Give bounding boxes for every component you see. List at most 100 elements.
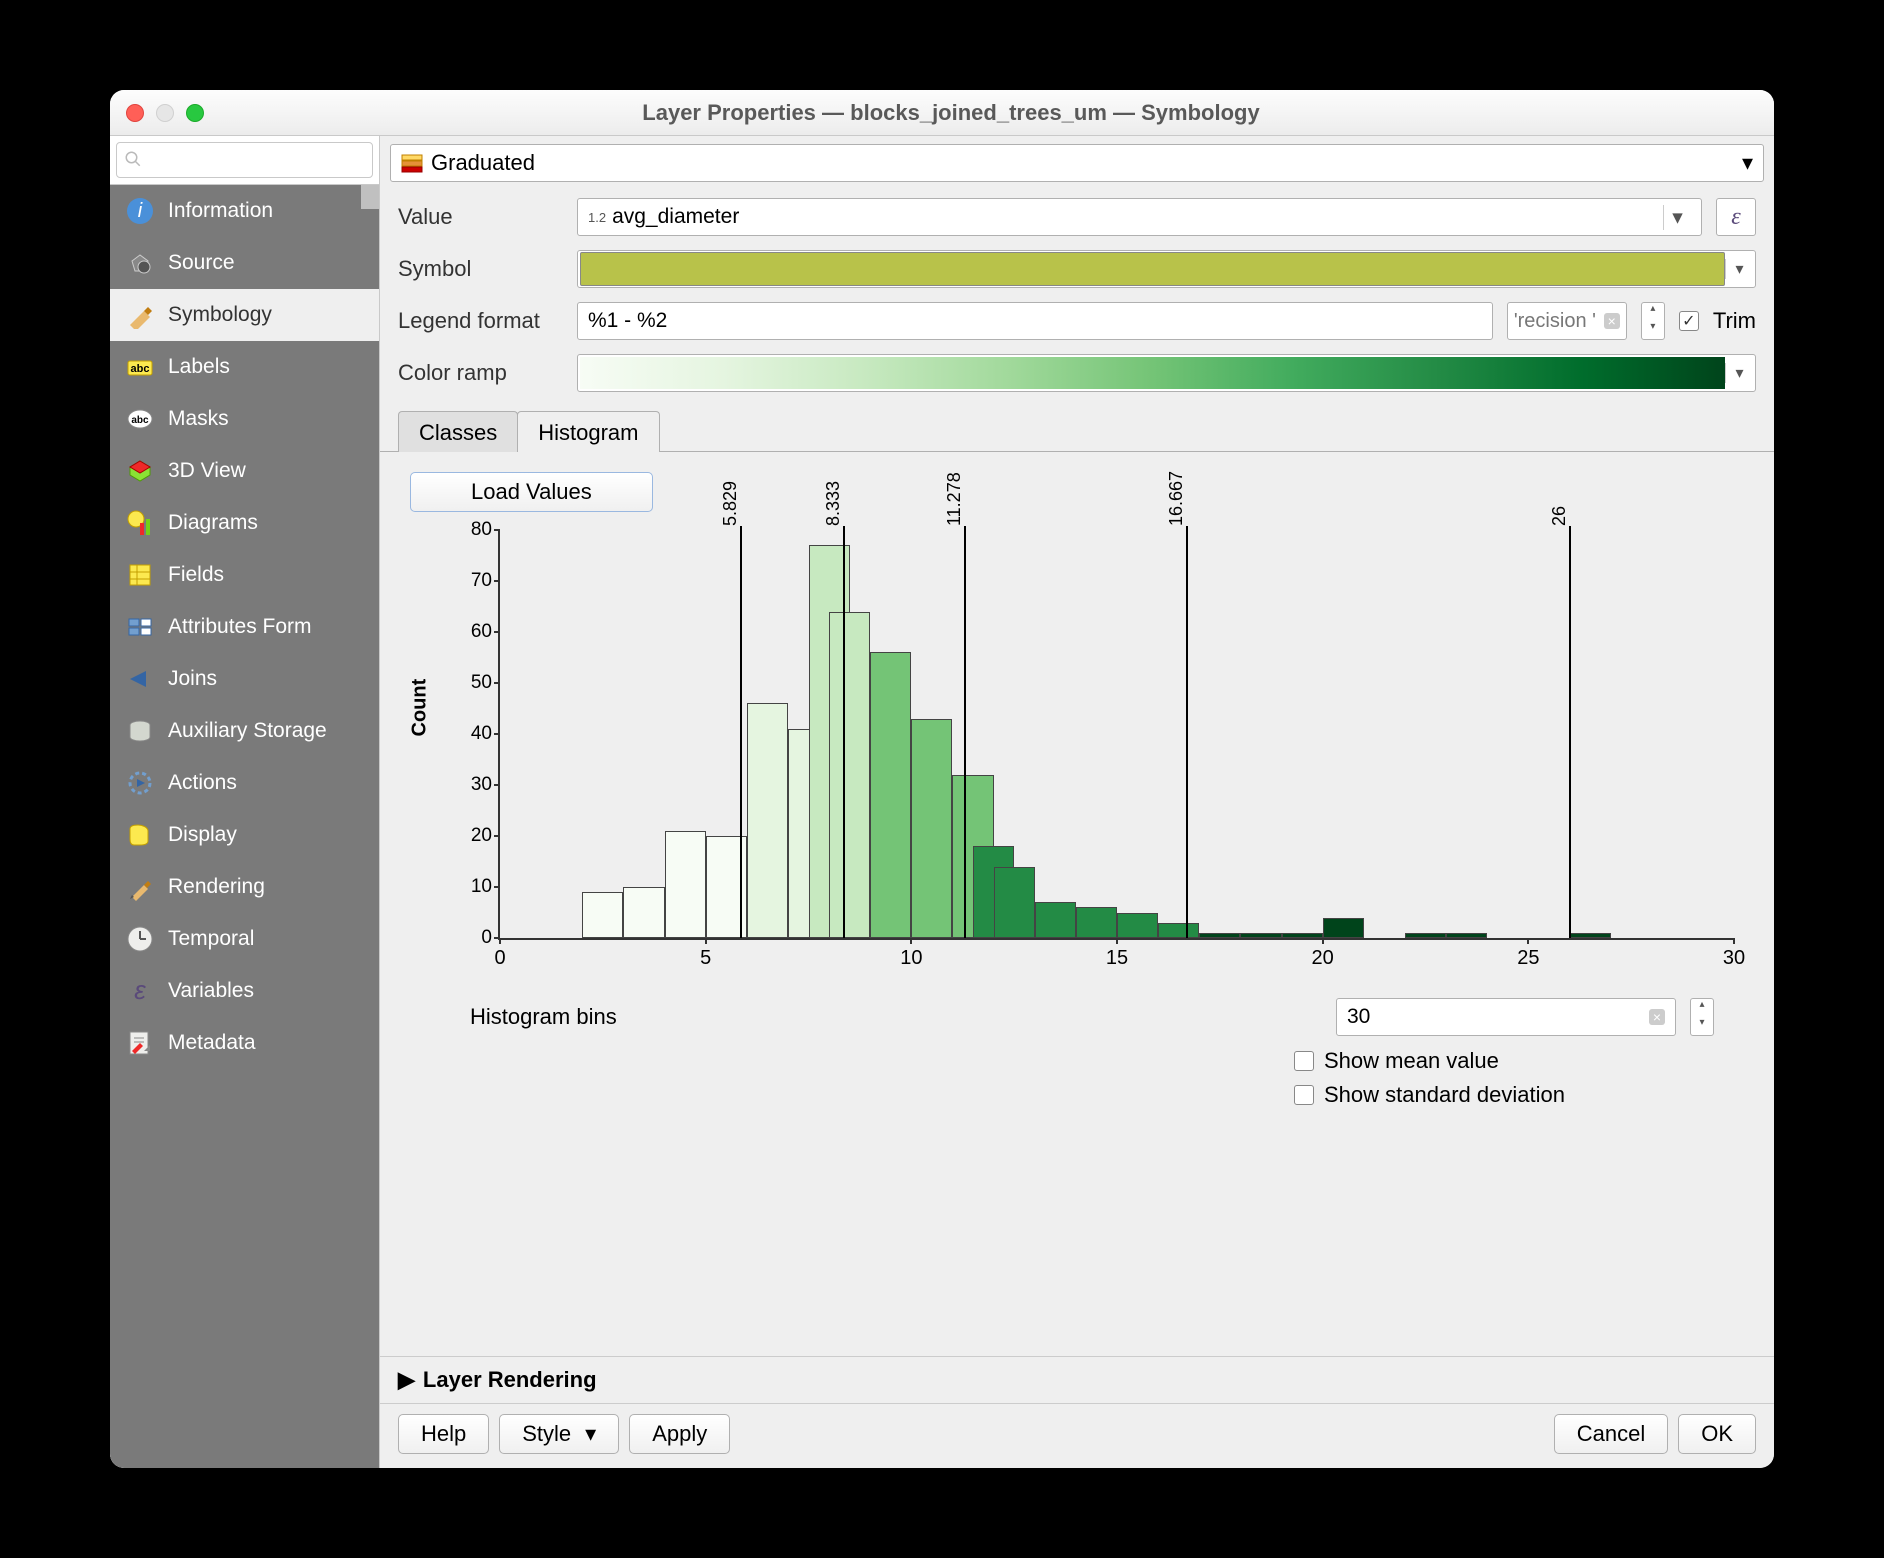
ytick-mark <box>494 682 500 684</box>
apply-button[interactable]: Apply <box>629 1414 730 1454</box>
legend-format-label: Legend format <box>398 308 563 334</box>
class-break-line[interactable] <box>843 526 845 938</box>
sidebar-item-metadata[interactable]: Metadata <box>110 1017 379 1069</box>
histogram-bar <box>1076 907 1117 938</box>
nav-icon <box>124 455 156 487</box>
sidebar-item-fields[interactable]: Fields <box>110 549 379 601</box>
show-mean-checkbox[interactable] <box>1294 1051 1314 1071</box>
trim-checkbox[interactable]: ✓ <box>1679 311 1699 331</box>
xtick: 25 <box>1517 947 1539 970</box>
ytick-mark <box>494 580 500 582</box>
sidebar-item-symbology[interactable]: Symbology <box>110 289 379 341</box>
nav-icon: abc <box>124 351 156 383</box>
sidebar-item-masks[interactable]: abcMasks <box>110 393 379 445</box>
load-values-button[interactable]: Load Values <box>410 472 653 512</box>
ytick-mark <box>494 529 500 531</box>
sidebar-item-label: Rendering <box>168 875 265 899</box>
chevron-down-icon: ▾ <box>1663 205 1691 230</box>
search-input[interactable] <box>116 142 373 178</box>
histogram-chart: Count 010203040506070800510152025305.829… <box>440 520 1744 990</box>
sidebar: iInformationSourceSymbologyabcLabelsabcM… <box>110 136 380 1468</box>
sidebar-item-temporal[interactable]: Temporal <box>110 913 379 965</box>
bins-spinner[interactable]: ▴▾ <box>1690 998 1714 1036</box>
ytick: 30 <box>452 774 492 796</box>
clear-icon[interactable]: × <box>1649 1009 1665 1025</box>
sidebar-item-label: Symbology <box>168 303 272 327</box>
clear-icon[interactable]: × <box>1604 313 1620 329</box>
xtick-mark <box>1116 938 1118 944</box>
bins-input[interactable]: 30 × <box>1336 998 1676 1036</box>
sidebar-item-label: Auxiliary Storage <box>168 719 327 743</box>
chevron-down-icon: ▾ <box>1742 150 1753 176</box>
histogram-bar <box>623 887 664 938</box>
sidebar-item-information[interactable]: iInformation <box>110 185 379 237</box>
sidebar-item-joins[interactable]: Joins <box>110 653 379 705</box>
xtick: 30 <box>1723 947 1745 970</box>
color-ramp-button[interactable]: ▾ <box>577 354 1756 392</box>
precision-input[interactable]: 'recision ' × <box>1507 302 1627 340</box>
sidebar-item-label: 3D View <box>168 459 246 483</box>
ytick-mark <box>494 631 500 633</box>
sidebar-item-labels[interactable]: abc Labels <box>110 341 379 393</box>
histogram-bar <box>870 652 911 938</box>
class-break-line[interactable] <box>964 526 966 938</box>
renderer-dropdown[interactable]: Graduated ▾ <box>390 144 1764 182</box>
sidebar-item-label: Display <box>168 823 237 847</box>
sidebar-item-variables[interactable]: εVariables <box>110 965 379 1017</box>
sidebar-item-3d-view[interactable]: 3D View <box>110 445 379 497</box>
ytick-mark <box>494 835 500 837</box>
nav-icon <box>124 663 156 695</box>
histogram-bar <box>829 612 870 938</box>
histogram-panel: Load Values Count 0102030405060708005101… <box>380 452 1774 1122</box>
nav-icon <box>124 923 156 955</box>
style-button[interactable]: Style▾ <box>499 1414 619 1454</box>
sidebar-item-label: Actions <box>168 771 237 795</box>
cancel-button[interactable]: Cancel <box>1554 1414 1668 1454</box>
nav-icon: abc <box>124 403 156 435</box>
xtick-mark <box>1733 938 1735 944</box>
class-break-label: 5.829 <box>720 481 741 526</box>
legend-format-input[interactable]: %1 - %2 <box>577 302 1493 340</box>
sidebar-item-actions[interactable]: Actions <box>110 757 379 809</box>
sidebar-item-source[interactable]: Source <box>110 237 379 289</box>
layer-rendering-header[interactable]: ▶ Layer Rendering <box>380 1356 1774 1403</box>
ytick: 70 <box>452 570 492 592</box>
ok-button[interactable]: OK <box>1678 1414 1756 1454</box>
help-button[interactable]: Help <box>398 1414 489 1454</box>
symbol-button[interactable]: ▾ <box>577 250 1756 288</box>
plot-area: 010203040506070800510152025305.8298.3331… <box>498 530 1734 940</box>
nav-icon <box>124 611 156 643</box>
nav-icon <box>124 871 156 903</box>
sidebar-item-diagrams[interactable]: Diagrams <box>110 497 379 549</box>
sidebar-item-auxiliary-storage[interactable]: Auxiliary Storage <box>110 705 379 757</box>
tab-histogram[interactable]: Histogram <box>517 411 659 452</box>
nav-icon <box>124 299 156 331</box>
sidebar-item-label: Labels <box>168 355 230 379</box>
class-break-line[interactable] <box>1569 526 1571 938</box>
class-break-label: 26 <box>1549 506 1570 526</box>
sidebar-item-label: Temporal <box>168 927 254 951</box>
nav-icon <box>124 1027 156 1059</box>
xtick-mark <box>910 938 912 944</box>
tab-classes[interactable]: Classes <box>398 411 518 452</box>
nav-icon <box>124 559 156 591</box>
show-std-checkbox[interactable] <box>1294 1085 1314 1105</box>
show-std-label: Show standard deviation <box>1324 1082 1565 1108</box>
class-break-line[interactable] <box>740 526 742 938</box>
expression-button[interactable]: ε <box>1716 198 1756 236</box>
sidebar-item-attributes-form[interactable]: Attributes Form <box>110 601 379 653</box>
value-type-badge: 1.2 <box>588 210 606 225</box>
class-break-line[interactable] <box>1186 526 1188 938</box>
ytick: 80 <box>452 519 492 541</box>
sidebar-item-display[interactable]: Display <box>110 809 379 861</box>
class-break-label: 11.278 <box>944 472 965 526</box>
sidebar-item-rendering[interactable]: Rendering <box>110 861 379 913</box>
histogram-bar <box>665 831 706 938</box>
xtick: 5 <box>700 947 711 970</box>
close-window-button[interactable] <box>126 104 144 122</box>
sidebar-item-label: Fields <box>168 563 224 587</box>
value-field-dropdown[interactable]: 1.2 avg_diameter ▾ <box>577 198 1702 236</box>
sidebar-item-label: Information <box>168 199 273 223</box>
chevron-down-icon: ▾ <box>1725 259 1753 279</box>
precision-spinner[interactable]: ▴▾ <box>1641 302 1665 340</box>
